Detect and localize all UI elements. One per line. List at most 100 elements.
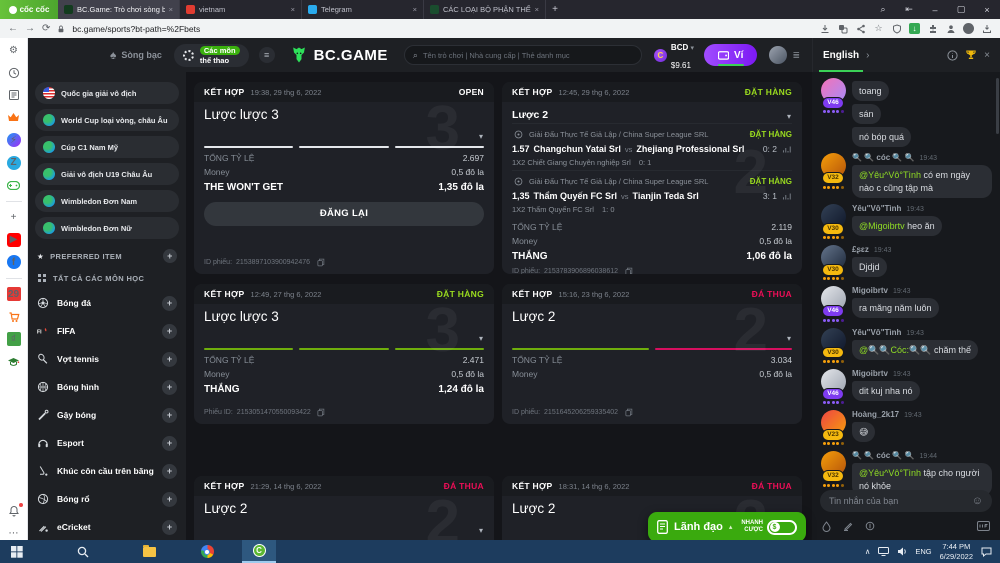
coccoc-brand-button[interactable]: cốc cốc bbox=[0, 0, 58, 19]
search-box[interactable]: ⌕ bbox=[403, 45, 642, 65]
chat-username[interactable]: Hoàng_2k17 bbox=[852, 410, 900, 420]
casino-tab[interactable]: Sòng bạc bbox=[121, 50, 162, 60]
settings-icon[interactable]: ⚙ bbox=[9, 44, 18, 56]
calendar-icon[interactable]: 29 bbox=[6, 287, 21, 301]
rail-bell-icon[interactable] bbox=[7, 502, 23, 518]
expand-sport-icon[interactable]: + bbox=[162, 519, 177, 535]
profile-icon[interactable] bbox=[945, 23, 956, 34]
expand-sport-icon[interactable]: + bbox=[162, 379, 177, 395]
translate-icon[interactable] bbox=[837, 23, 848, 34]
add-panel-icon[interactable]: + bbox=[10, 211, 17, 223]
expand-sport-icon[interactable]: + bbox=[162, 351, 177, 367]
sidebar-sport-item[interactable]: Khúc côn cầu trên băng + bbox=[35, 457, 179, 485]
chat-username[interactable]: Migoibrtv bbox=[852, 286, 888, 296]
url-text[interactable]: bc.game/sports?bt-path=%2Fbets bbox=[72, 23, 201, 34]
maximize-button[interactable]: ▢ bbox=[956, 4, 966, 14]
sidebar-sport-item[interactable]: FI FIFA + bbox=[35, 317, 179, 345]
chat-username[interactable]: 🔍 🔍 cóc 🔍 🔍 bbox=[852, 451, 915, 461]
currency-selector[interactable]: C BCD ▾ $9.61 bbox=[653, 37, 694, 73]
mention-link[interactable]: @Migoibrtv bbox=[859, 220, 905, 231]
sidebar-sport-item[interactable]: Gậy bóng + bbox=[35, 401, 179, 429]
preferred-item-row[interactable]: ★ PREFERRED ITEM + bbox=[37, 249, 177, 263]
chat-username[interactable]: £ʂɛz bbox=[852, 245, 869, 254]
emoji-icon[interactable]: ☺ bbox=[971, 495, 983, 507]
file-explorer-button[interactable] bbox=[132, 540, 166, 563]
expand-caret-icon[interactable]: ▾ bbox=[786, 334, 791, 343]
clock[interactable]: 7:44 PM 6/29/2022 bbox=[940, 542, 973, 561]
new-tab-button[interactable]: + bbox=[552, 4, 558, 15]
messenger-icon[interactable]: ⚡ bbox=[6, 133, 21, 147]
wallet2-icon[interactable]: ₫ bbox=[6, 332, 21, 346]
account-avatar[interactable] bbox=[963, 23, 974, 34]
user-avatar[interactable] bbox=[769, 46, 788, 64]
volume-icon[interactable] bbox=[897, 547, 907, 556]
games-icon[interactable] bbox=[7, 178, 21, 192]
chat-username[interactable]: Yêu"Vô"Tình bbox=[852, 327, 902, 337]
zalo-icon[interactable]: Z bbox=[6, 155, 21, 170]
tab-search-icon[interactable]: ⌕ bbox=[880, 4, 886, 14]
tab-close-icon[interactable]: × bbox=[290, 5, 295, 14]
toggle-switch[interactable]: $ bbox=[767, 519, 797, 535]
menu-hamburger-icon[interactable]: ≡ bbox=[258, 47, 275, 63]
expand-sport-icon[interactable]: + bbox=[162, 463, 177, 479]
forward-icon[interactable]: → bbox=[25, 22, 35, 34]
search-input[interactable] bbox=[422, 50, 633, 60]
minimize-button[interactable]: – bbox=[932, 4, 938, 15]
browser-tab[interactable]: BC.Game: Trò chơi sòng bạc × bbox=[58, 0, 180, 19]
betslip-button[interactable]: Lãnh đạo ▴ NHANH CƯỢC $ bbox=[648, 512, 806, 542]
tray-expand-icon[interactable]: ∧ bbox=[864, 547, 871, 556]
extensions-icon[interactable] bbox=[927, 23, 938, 34]
tab-close-icon[interactable]: × bbox=[412, 5, 417, 14]
chat-info-icon[interactable] bbox=[947, 49, 958, 61]
chat-username[interactable]: Migoibrtv bbox=[852, 368, 888, 378]
sidebar-sport-item[interactable]: Esport + bbox=[35, 429, 179, 457]
rain-tip-icon[interactable] bbox=[822, 520, 831, 532]
chat-username[interactable]: Yêu"Vô"Tình bbox=[852, 203, 902, 213]
wallet-button[interactable]: Ví bbox=[704, 44, 758, 66]
start-button[interactable] bbox=[0, 540, 34, 563]
sidebar-sport-item[interactable]: Bóng rổ + bbox=[35, 485, 179, 513]
sidebar-league-item[interactable]: Wimbledon Đơn Nữ bbox=[35, 217, 179, 239]
sidebar-league-item[interactable]: Giải vô địch U19 Châu Âu bbox=[35, 163, 179, 185]
sidebar-sport-item[interactable]: Bóng hình + bbox=[35, 373, 179, 401]
trophy-icon[interactable] bbox=[965, 49, 977, 61]
copy-icon[interactable] bbox=[622, 406, 634, 418]
copy-icon[interactable] bbox=[622, 266, 634, 274]
chat-close-icon[interactable]: × bbox=[984, 49, 990, 61]
network-icon[interactable] bbox=[878, 547, 890, 556]
bcgame-logo[interactable]: BC.GAME bbox=[289, 45, 388, 65]
chat-scrollbar[interactable] bbox=[996, 78, 999, 134]
coin-drop-icon[interactable] bbox=[865, 521, 875, 531]
bookmark-star-icon[interactable]: ☆ bbox=[874, 23, 883, 33]
tab-close-icon[interactable]: × bbox=[168, 5, 173, 14]
chat-username[interactable]: 🔍 🔍 cóc 🔍 🔍 bbox=[852, 153, 915, 163]
rebet-button[interactable]: ĐĂNG LẠI bbox=[204, 201, 484, 226]
reading-list-icon[interactable] bbox=[7, 88, 21, 102]
browser-tab[interactable]: Telegram × bbox=[302, 0, 424, 19]
shield-icon[interactable] bbox=[891, 23, 902, 34]
chat-language-tab[interactable]: English bbox=[818, 38, 864, 72]
idm-download-icon[interactable]: ↓ bbox=[909, 23, 920, 34]
mention-link[interactable]: @Yêu^Vô°Tình bbox=[859, 170, 921, 181]
back-icon[interactable]: ← bbox=[8, 22, 18, 34]
youtube-icon[interactable]: ▶ bbox=[6, 232, 21, 247]
share-icon[interactable] bbox=[855, 23, 866, 34]
sidebar-league-item[interactable]: Cúp C1 Nam Mỹ bbox=[35, 136, 179, 158]
copy-icon[interactable] bbox=[314, 256, 326, 268]
quick-bet-toggle[interactable]: NHANH CƯỢC $ bbox=[741, 519, 797, 535]
rules-pen-icon[interactable] bbox=[843, 521, 853, 531]
copy-icon[interactable] bbox=[315, 406, 327, 418]
mention-link[interactable]: @Yêu^Vô°Tình bbox=[859, 468, 921, 479]
sidebar-sport-item[interactable]: Bóng đá + bbox=[35, 289, 179, 317]
rail-more-icon[interactable]: ⋯ bbox=[8, 527, 19, 539]
expand-sport-icon[interactable]: + bbox=[162, 323, 177, 339]
education-icon[interactable] bbox=[7, 355, 21, 369]
expand-sport-icon[interactable]: + bbox=[162, 491, 177, 507]
chat-input[interactable] bbox=[829, 496, 966, 506]
taskbar-search-button[interactable] bbox=[66, 540, 100, 563]
sidebar-sport-item[interactable]: Vợt tennis + bbox=[35, 345, 179, 373]
history-icon[interactable] bbox=[7, 66, 21, 80]
save-page-icon[interactable] bbox=[819, 23, 830, 34]
coccoc-taskbar-button[interactable]: C bbox=[242, 540, 276, 563]
reload-icon[interactable]: ⟳ bbox=[42, 22, 51, 34]
